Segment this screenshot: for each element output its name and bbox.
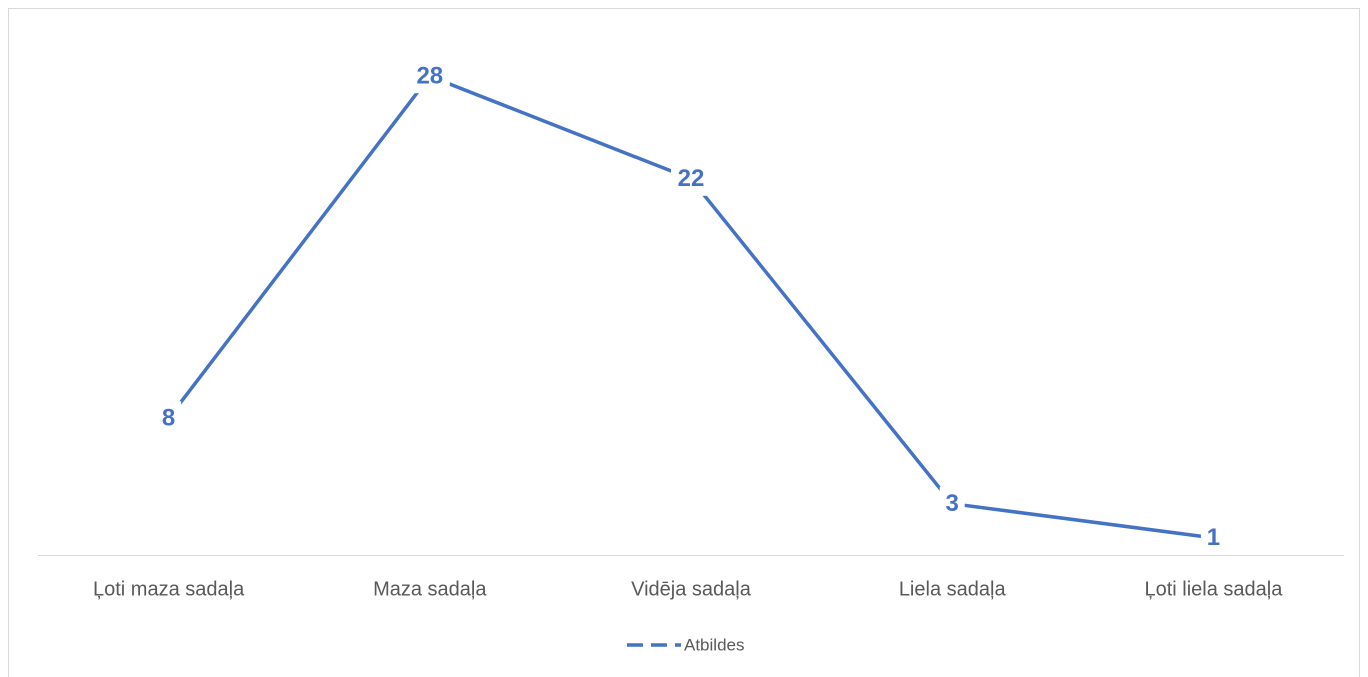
x-tick-label: Ļoti maza sadaļa <box>93 578 245 600</box>
value-label-bg <box>156 401 182 436</box>
value-label-bg <box>409 59 450 94</box>
value-label-bg <box>671 161 711 196</box>
x-tick-label: Vidēja sadaļa <box>631 578 752 600</box>
value-label: 22 <box>678 165 705 192</box>
value-label-bg <box>1200 520 1226 555</box>
x-tick-label: Ļoti liela sadaļa <box>1144 578 1283 600</box>
chart-border <box>8 8 1360 677</box>
value-label: 3 <box>946 490 959 517</box>
x-tick-label: Maza sadaļa <box>373 578 487 600</box>
value-label-bg <box>939 486 965 521</box>
legend-label: Atbildes <box>684 635 744 654</box>
value-label: 28 <box>416 63 443 90</box>
x-tick-label: Liela sadaļa <box>899 578 1007 600</box>
value-label: 8 <box>162 405 175 432</box>
value-label: 1 <box>1207 524 1220 551</box>
